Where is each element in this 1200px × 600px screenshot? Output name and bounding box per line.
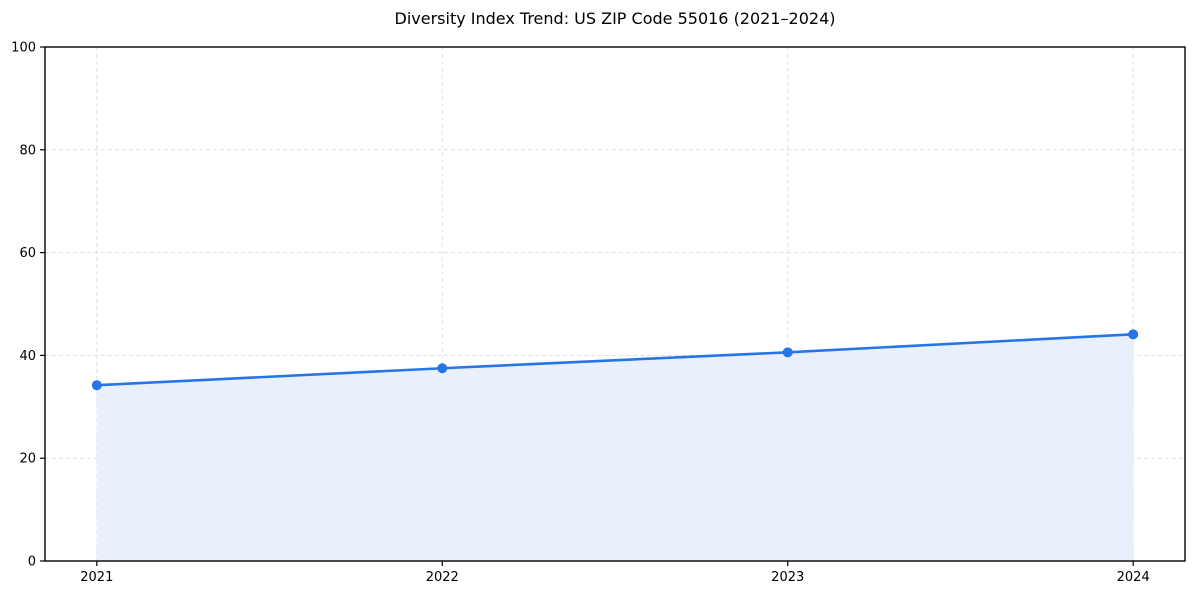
plot-border: [44, 46, 1186, 562]
x-tick-label: 2022: [426, 570, 459, 585]
data-point: [1128, 329, 1139, 340]
y-tick-label: 100: [11, 41, 36, 56]
y-tick-label: 40: [19, 349, 36, 364]
data-point: [437, 363, 448, 374]
data-point: [782, 347, 793, 358]
x-tick-label: 2021: [80, 570, 113, 585]
area-fill: [96, 334, 1134, 561]
y-tick-label: 0: [28, 555, 36, 570]
y-tick-label: 60: [19, 246, 36, 261]
y-tick-labels: 0 20 40 60 80 100: [11, 41, 36, 570]
axis-ticks: [40, 46, 1134, 566]
chart-title: Diversity Index Trend: US ZIP Code 55016…: [394, 9, 836, 28]
trend-line: [95, 333, 1135, 387]
data-points: [91, 329, 1139, 391]
axes-frame: [44, 46, 1186, 562]
x-tick-labels: 2021 2022 2023 2024: [80, 570, 1149, 585]
area-under-line: [96, 334, 1134, 561]
x-tick-label: 2024: [1117, 570, 1150, 585]
series-line: [95, 333, 1135, 387]
data-point: [91, 380, 102, 391]
y-tick-label: 80: [19, 143, 36, 158]
x-tick-label: 2023: [771, 570, 804, 585]
y-tick-label: 20: [19, 452, 36, 467]
